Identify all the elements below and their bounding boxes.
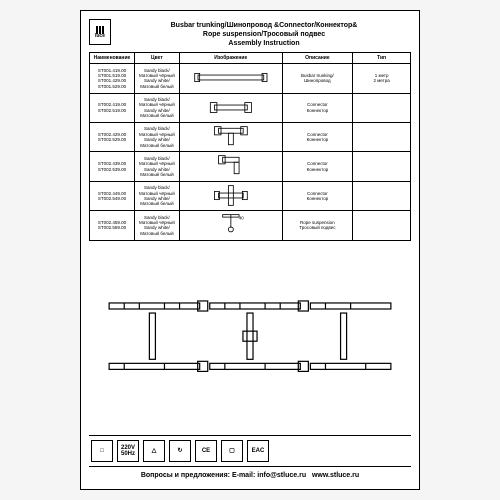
cell-name: ST002.419.00ST002.519.00 bbox=[90, 93, 135, 122]
cell-desc: ConnectorКоннектор bbox=[282, 93, 353, 122]
contact-email: info@stluce.ru bbox=[257, 472, 306, 479]
cell-type bbox=[353, 123, 411, 152]
contact-line: Вопросы и предложения: E-mail: info@stlu… bbox=[89, 470, 411, 481]
cert-badge: 220V50Hz bbox=[117, 440, 139, 462]
cell-name: ST002.429.00ST002.529.00 bbox=[90, 123, 135, 152]
cert-badge: EAC bbox=[247, 440, 269, 462]
cell-type bbox=[353, 93, 411, 122]
cell-type bbox=[353, 211, 411, 240]
spec-table: Наименование Цвет Изображение Описание Т… bbox=[89, 52, 411, 240]
footer: □220V50Hz△↻CE▢EAC Вопросы и предложения:… bbox=[89, 435, 411, 481]
th-desc: Описание bbox=[282, 53, 353, 64]
cert-badge: □ bbox=[91, 440, 113, 462]
table-header-row: Наименование Цвет Изображение Описание Т… bbox=[90, 53, 411, 64]
cell-name: ST002.439.00ST002.539.00 bbox=[90, 152, 135, 181]
table-row: ST002.439.00ST002.539.00Sandy black/Мато… bbox=[90, 152, 411, 181]
contact-site: www.stluce.ru bbox=[312, 472, 359, 479]
cell-color: Sandy black/Матовый чёрныйSandy white/Ма… bbox=[134, 211, 179, 240]
table-row: ST002.459.00ST002.559.00Sandy black/Мато… bbox=[90, 211, 411, 240]
cell-desc: Busbar trunking/Шинопровод bbox=[282, 64, 353, 93]
cell-color: Sandy black/Матовый чёрныйSandy white/Ма… bbox=[134, 64, 179, 93]
cell-desc: ConnectorКоннектор bbox=[282, 181, 353, 210]
cell-desc: ConnectorКоннектор bbox=[282, 152, 353, 181]
th-color: Цвет bbox=[134, 53, 179, 64]
cert-badge: ↻ bbox=[169, 440, 191, 462]
cell-color: Sandy black/Матовый чёрныйSandy white/Ма… bbox=[134, 93, 179, 122]
cell-name: ST002.459.00ST002.559.00 bbox=[90, 211, 135, 240]
assembly-diagram bbox=[89, 245, 411, 431]
cell-name: ST002.449.00ST002.549.00 bbox=[90, 181, 135, 210]
th-name: Наименование bbox=[90, 53, 135, 64]
brand-logo: luce bbox=[89, 19, 111, 45]
table-row: ST001.419.00ST001.519.00ST001.429.00ST00… bbox=[90, 64, 411, 93]
table-row: ST002.419.00ST002.519.00Sandy black/Мато… bbox=[90, 93, 411, 122]
cell-color: Sandy black/Матовый чёрныйSandy white/Ма… bbox=[134, 152, 179, 181]
cell-image bbox=[179, 93, 282, 122]
cell-desc: ConnectorКоннектор bbox=[282, 123, 353, 152]
cert-badge: △ bbox=[143, 440, 165, 462]
header: luce Busbar trunking/Шинопровод &Connect… bbox=[89, 19, 411, 48]
cell-desc: Rope suspensionТросовый подвес bbox=[282, 211, 353, 240]
cell-image bbox=[179, 152, 282, 181]
logo-text: luce bbox=[95, 34, 105, 39]
cell-image bbox=[179, 181, 282, 210]
cell-name: ST001.419.00ST001.519.00ST001.429.00ST00… bbox=[90, 64, 135, 93]
instruction-sheet: luce Busbar trunking/Шинопровод &Connect… bbox=[80, 10, 420, 490]
cell-type bbox=[353, 152, 411, 181]
svg-text:40: 40 bbox=[239, 216, 244, 221]
th-image: Изображение bbox=[179, 53, 282, 64]
cell-image bbox=[179, 64, 282, 93]
certification-row: □220V50Hz△↻CE▢EAC bbox=[89, 435, 411, 467]
th-type: Тип bbox=[353, 53, 411, 64]
title-line-2: Rope suspension/Тросовый подвес bbox=[117, 30, 411, 39]
cell-color: Sandy black/Матовый чёрныйSandy white/Ма… bbox=[134, 181, 179, 210]
cell-image: 40 bbox=[179, 211, 282, 240]
cell-color: Sandy black/Матовый чёрныйSandy white/Ма… bbox=[134, 123, 179, 152]
cell-type: 1 метр2 метра bbox=[353, 64, 411, 93]
table-row: ST002.429.00ST002.529.00Sandy black/Мато… bbox=[90, 123, 411, 152]
page-title: Busbar trunking/Шинопровод &Connector/Ко… bbox=[117, 19, 411, 48]
cell-image bbox=[179, 123, 282, 152]
contact-label: Вопросы и предложения: E-mail: bbox=[141, 472, 255, 479]
cert-badge: ▢ bbox=[221, 440, 243, 462]
title-line-3: Assembly Instruction bbox=[117, 39, 411, 48]
cert-badge: CE bbox=[195, 440, 217, 462]
cell-type bbox=[353, 181, 411, 210]
title-line-1: Busbar trunking/Шинопровод &Connector/Ко… bbox=[117, 21, 411, 30]
table-row: ST002.449.00ST002.549.00Sandy black/Мато… bbox=[90, 181, 411, 210]
